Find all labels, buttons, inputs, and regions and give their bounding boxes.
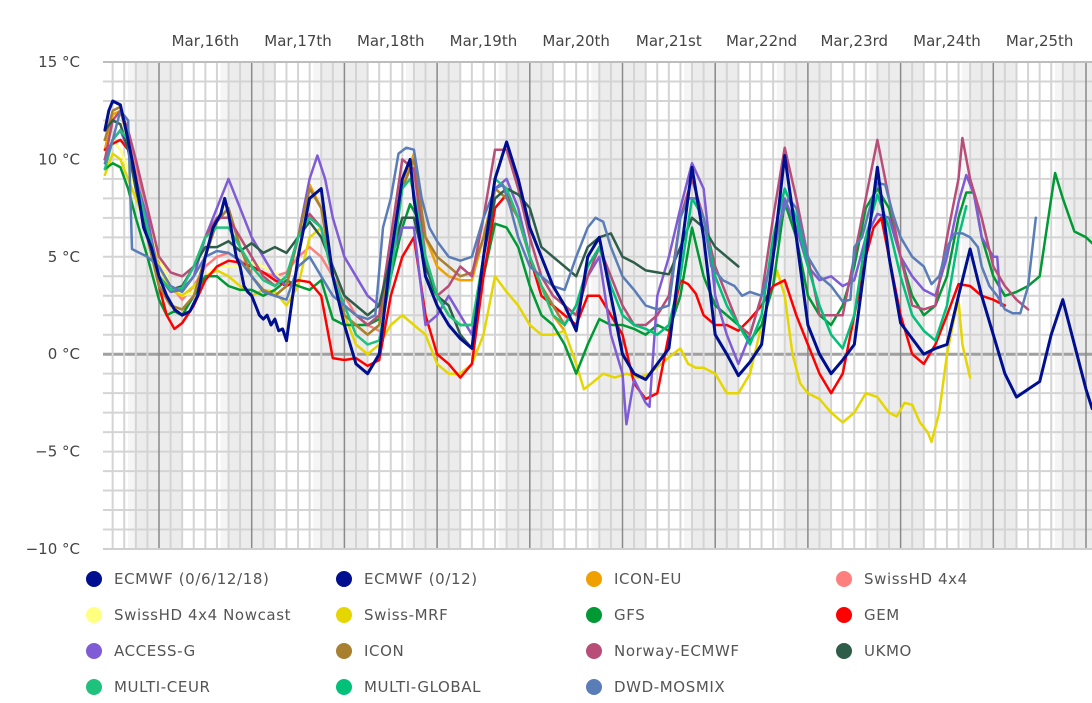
- legend-marker-icon: [586, 607, 602, 623]
- legend-label: Norway-ECMWF: [614, 642, 740, 660]
- legend-label: DWD-MOSMIX: [614, 678, 726, 696]
- x-day-label: Mar,25th: [1006, 32, 1074, 50]
- y-tick-label: 10 °C: [38, 150, 80, 168]
- y-tick-label: −5 °C: [35, 443, 80, 461]
- series-line-ecmwf-0-12: [285, 140, 1092, 411]
- dusk-band: [776, 62, 785, 549]
- dusk-band: [684, 62, 693, 549]
- temperature-forecast-chart: 15 °C10 °C5 °C0 °C−5 °C−10 °C Mar,16th Ma…: [26, 32, 1092, 558]
- x-day-label: Mar,21st: [636, 32, 702, 50]
- night-band: [1062, 62, 1092, 549]
- dusk-band: [962, 62, 971, 549]
- legend-marker-icon: [86, 643, 102, 659]
- x-day-label: Mar,19th: [450, 32, 518, 50]
- legend-item[interactable]: GEM: [836, 606, 900, 624]
- y-tick-label: 5 °C: [48, 248, 80, 266]
- x-day-label: Mar,22nd: [726, 32, 797, 50]
- x-day-label: Mar,24th: [913, 32, 981, 50]
- legend-label: Swiss-MRF: [364, 606, 449, 624]
- legend-marker-icon: [336, 679, 352, 695]
- dusk-band: [1054, 62, 1063, 549]
- x-day-label: Mar,17th: [264, 32, 332, 50]
- legend-marker-icon: [836, 643, 852, 659]
- legend-marker-icon: [836, 571, 852, 587]
- legend-label: SwissHD 4x4: [864, 570, 968, 588]
- legend-marker-icon: [86, 571, 102, 587]
- legend-item[interactable]: Swiss-MRF: [336, 606, 448, 624]
- legend-label: ICON: [364, 642, 405, 660]
- dusk-band: [591, 62, 600, 549]
- legend-item[interactable]: ICON: [336, 642, 404, 660]
- legend-marker-icon: [586, 679, 602, 695]
- legend-item[interactable]: Norway-ECMWF: [586, 642, 740, 660]
- legend-label: MULTI-GLOBAL: [364, 678, 482, 696]
- x-day-label: Mar,20th: [542, 32, 610, 50]
- legend-item[interactable]: ECMWF (0/6/12/18): [86, 570, 269, 588]
- legend-label: GEM: [864, 606, 900, 624]
- dusk-band: [498, 62, 507, 549]
- legend-marker-icon: [586, 571, 602, 587]
- legend-marker-icon: [586, 643, 602, 659]
- legend-marker-icon: [336, 607, 352, 623]
- series-line-ecmwf-0-6-12-18: [103, 99, 288, 343]
- series-line-gfs: [103, 162, 1092, 375]
- y-tick-label: −10 °C: [26, 540, 80, 558]
- legend-item[interactable]: ECMWF (0/12): [336, 570, 478, 588]
- dusk-band: [313, 62, 322, 549]
- dusk-band: [220, 62, 229, 549]
- legend-item[interactable]: ICON-EU: [586, 570, 682, 588]
- y-tick-label: 0 °C: [48, 345, 80, 363]
- legend-item[interactable]: UKMO: [836, 642, 912, 660]
- series-lines: [103, 99, 1092, 444]
- legend-marker-icon: [836, 607, 852, 623]
- legend-label: MULTI-CEUR: [114, 678, 211, 696]
- legend-marker-icon: [336, 643, 352, 659]
- legend-marker-icon: [336, 571, 352, 587]
- y-tick-label: 15 °C: [38, 53, 80, 71]
- legend-label: UKMO: [864, 642, 912, 660]
- dusk-band: [869, 62, 878, 549]
- legend-label: SwissHD 4x4 Nowcast: [114, 606, 292, 624]
- legend-item[interactable]: GFS: [586, 606, 645, 624]
- series-line-swisshd-4x4-nowcast: [103, 138, 288, 298]
- y-axis-labels: 15 °C 10 °C 5 °C 0 °C −5 °C −10 °C: [26, 53, 80, 558]
- legend-item[interactable]: MULTI-CEUR: [86, 678, 211, 696]
- legend-marker-icon: [86, 679, 102, 695]
- legend-item[interactable]: SwissHD 4x4 Nowcast: [86, 606, 291, 624]
- legend-label: ECMWF (0/12): [364, 570, 478, 588]
- x-day-label: Mar,23rd: [820, 32, 888, 50]
- legend-marker-icon: [86, 607, 102, 623]
- series-line-swiss-mrf: [103, 152, 972, 444]
- legend-label: GFS: [614, 606, 646, 624]
- legend-label: ECMWF (0/6/12/18): [114, 570, 270, 588]
- x-day-label: Mar,18th: [357, 32, 425, 50]
- legend-item[interactable]: MULTI-GLOBAL: [336, 678, 481, 696]
- legend-item[interactable]: DWD-MOSMIX: [586, 678, 725, 696]
- legend-label: ICON-EU: [614, 570, 682, 588]
- dusk-band: [405, 62, 414, 549]
- legend-item[interactable]: ACCESS-G: [86, 642, 196, 660]
- legend-label: ACCESS-G: [114, 642, 196, 660]
- x-axis-day-labels: Mar,16th Mar,17th Mar,18th Mar,19th Mar,20th…: [172, 32, 1074, 50]
- series-line-dwd-mosmix: [103, 109, 1038, 321]
- x-day-label: Mar,16th: [172, 32, 240, 50]
- dusk-band: [127, 62, 136, 549]
- legend-item[interactable]: SwissHD 4x4: [836, 570, 968, 588]
